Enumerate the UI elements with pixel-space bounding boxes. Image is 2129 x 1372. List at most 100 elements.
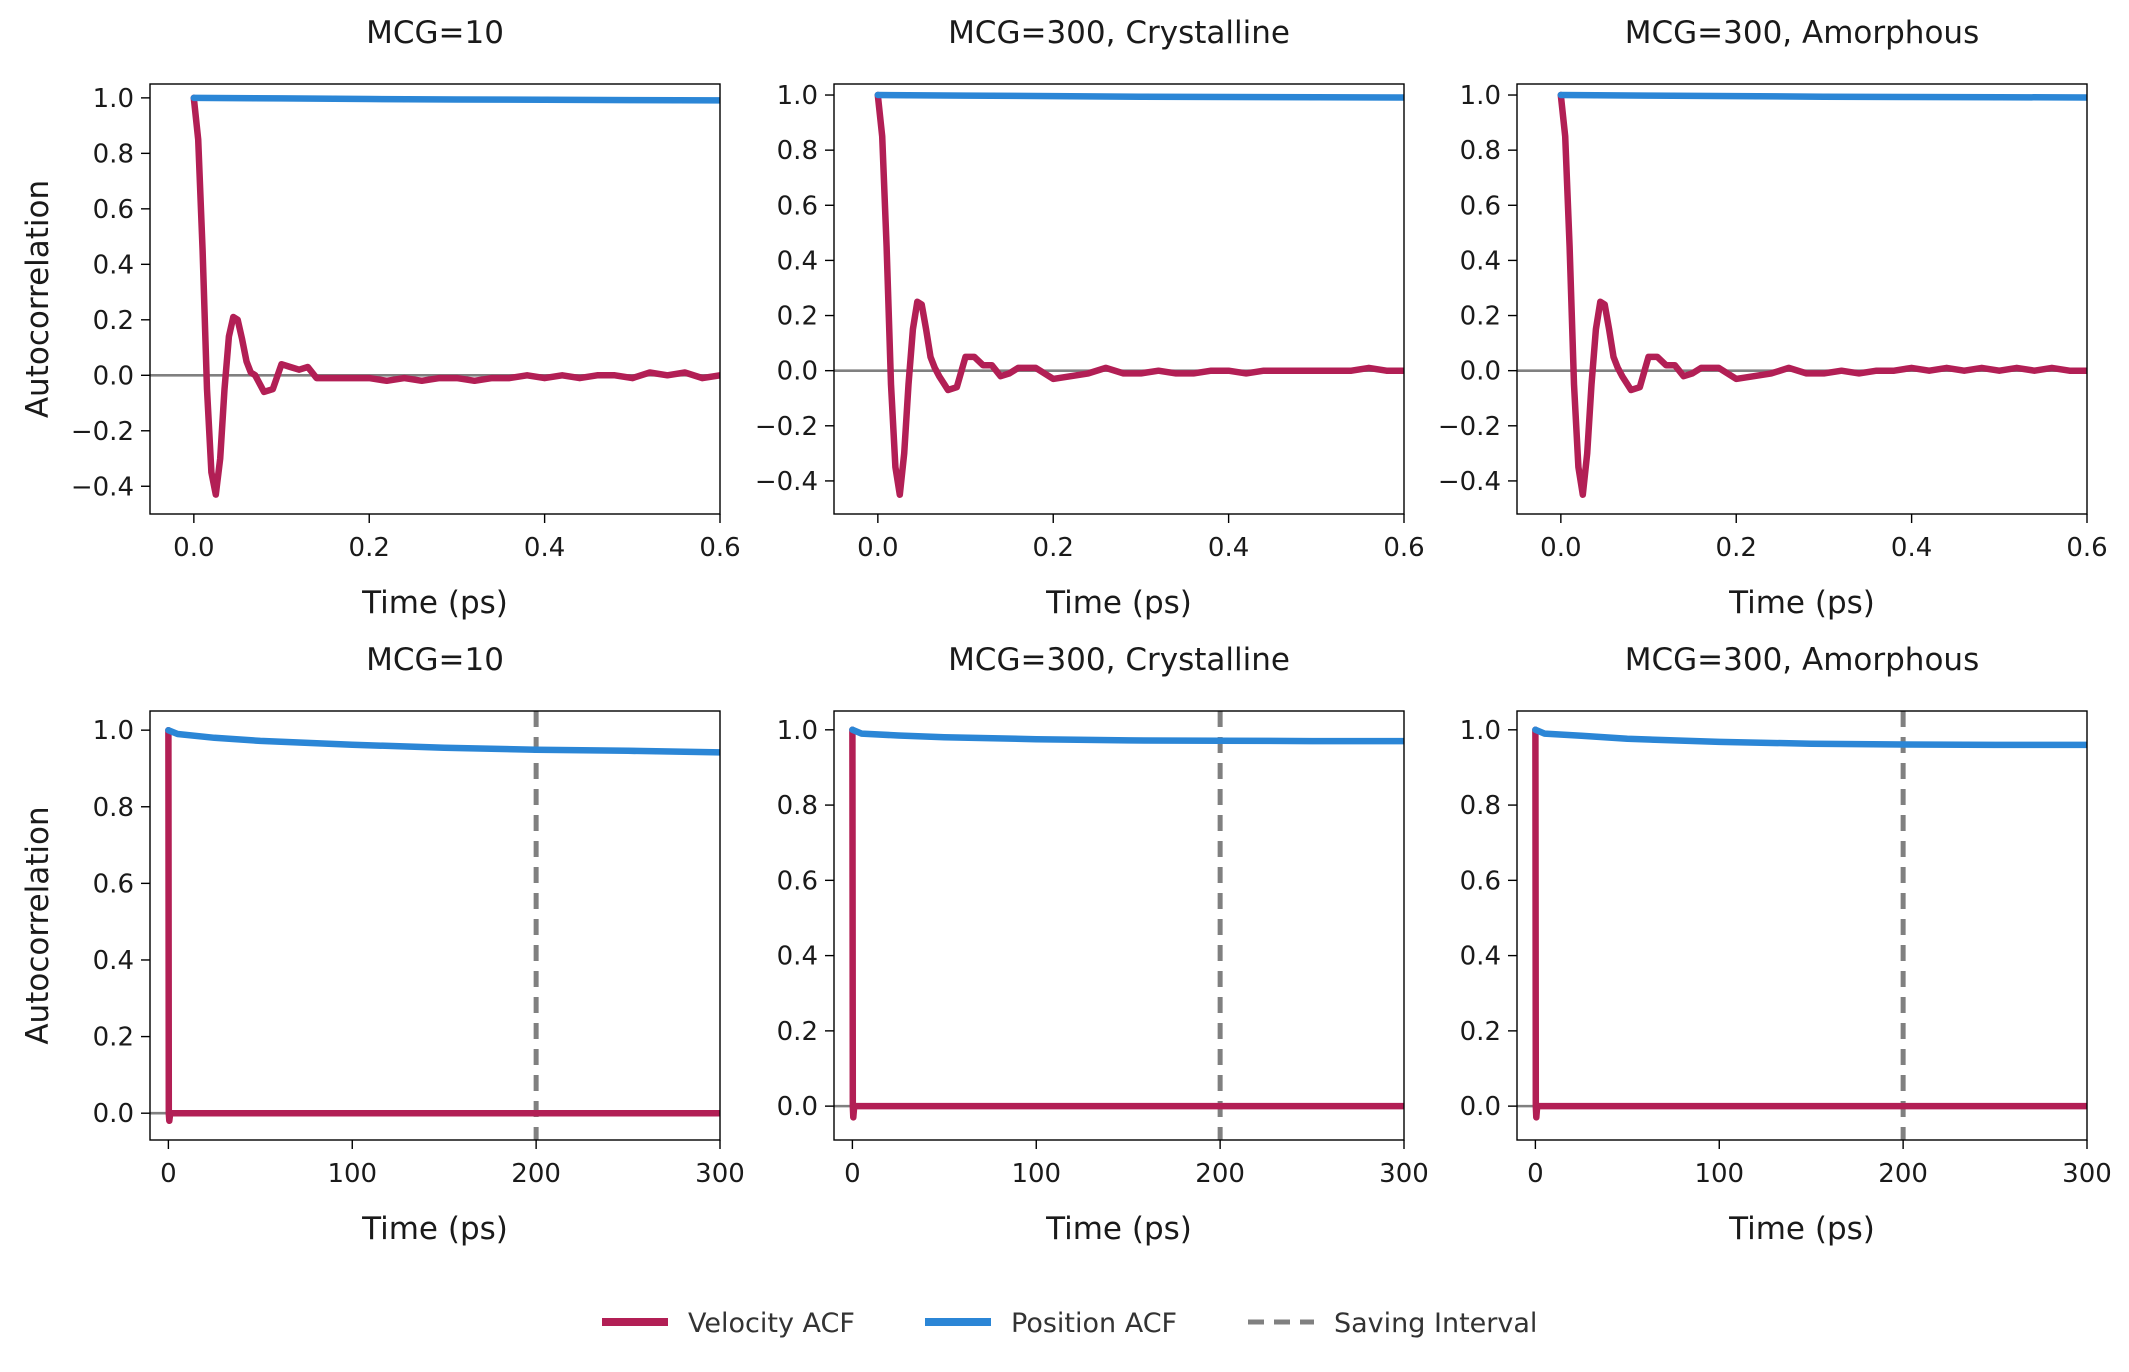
y-tick-label: 0.4 <box>777 246 818 276</box>
y-axis-label: Autocorrelation <box>20 180 56 418</box>
y-tick-label: 0.8 <box>1460 136 1501 166</box>
x-axis-label: Time (ps) <box>361 1211 508 1247</box>
x-tick-label: 300 <box>695 1159 745 1189</box>
x-tick-label: 0.4 <box>1208 533 1249 563</box>
y-tick-label: 0.2 <box>93 306 134 336</box>
y-tick-label: 0.4 <box>93 250 134 280</box>
x-axis-label: Time (ps) <box>1045 585 1192 621</box>
y-tick-label: 0.8 <box>777 791 818 821</box>
x-tick-label: 0 <box>160 1159 177 1189</box>
legend-velocity-label: Velocity ACF <box>688 1308 855 1339</box>
y-tick-label: 0.0 <box>93 1099 134 1129</box>
y-tick-label: 0.0 <box>1460 1092 1501 1122</box>
y-tick-label: 1.0 <box>93 84 134 114</box>
x-tick-label: 100 <box>327 1159 377 1189</box>
x-tick-label: 0.0 <box>857 533 898 563</box>
x-tick-label: 200 <box>511 1159 561 1189</box>
legend-position-label: Position ACF <box>1011 1308 1177 1339</box>
y-tick-label: 0.0 <box>1460 357 1501 387</box>
x-tick-label: 200 <box>1878 1159 1928 1189</box>
x-tick-label: 0.6 <box>699 533 740 563</box>
x-axis-label: Time (ps) <box>361 585 508 621</box>
subplot-title: MCG=300, Amorphous <box>1625 15 1979 51</box>
x-tick-label: 0.2 <box>1033 533 1074 563</box>
subplot-4: 0 100 200 300 0.0 0.2 0.4 0.6 0.8 1.0 MCG=10 Time (… <box>20 642 745 1247</box>
subplot-2: 0.0 0.2 0.4 0.6 −0.4 −0.2 0.0 0.2 0.4 0.6 0.8 1.0 MC… <box>755 15 1425 621</box>
y-tick-label: 0.4 <box>1460 942 1501 972</box>
axes-frame <box>833 83 1405 515</box>
subplot-5: 0 100 200 300 0.0 0.2 0.4 0.6 0.8 1.0 MCG=300, Cry… <box>777 642 1429 1247</box>
x-tick-label: 0.2 <box>1716 533 1757 563</box>
y-tick-label: 1.0 <box>777 716 818 746</box>
subplot-6: 0 100 200 300 0.0 0.2 0.4 0.6 0.8 1.0 MCG=300, Amo… <box>1460 642 2112 1247</box>
y-tick-label: 0.6 <box>93 195 134 225</box>
velocity-acf-line <box>874 91 1404 498</box>
x-tick-label: 0.4 <box>524 533 565 563</box>
x-tick-label: 0 <box>844 1159 861 1189</box>
subplot-1: 0.0 0.2 0.4 0.6 −0.4 −0.2 0.0 0.2 0.4 0.6 0.8 1.0 MC… <box>20 15 741 621</box>
y-tick-label: 1.0 <box>93 716 134 746</box>
y-tick-label: −0.2 <box>71 417 134 447</box>
x-tick-label: 100 <box>1011 1159 1061 1189</box>
y-tick-label: 0.2 <box>777 302 818 332</box>
subplot-title: MCG=10 <box>366 642 504 678</box>
velocity-acf-line <box>190 94 720 498</box>
y-tick-label: 0.6 <box>777 866 818 896</box>
axes-frame <box>833 710 1405 1141</box>
x-tick-label: 0.6 <box>2066 533 2107 563</box>
subplot-title: MCG=300, Amorphous <box>1625 642 1979 678</box>
y-tick-label: 0.0 <box>777 1092 818 1122</box>
position-acf-line <box>165 726 720 756</box>
subplot-3: 0.0 0.2 0.4 0.6 −0.4 −0.2 0.0 0.2 0.4 0.6 0.8 1.0 MC… <box>1438 15 2108 621</box>
legend: Velocity ACF Position ACF Saving Interva… <box>602 1308 1537 1339</box>
y-tick-label: 0.2 <box>93 1023 134 1053</box>
y-tick-label: 0.6 <box>93 869 134 899</box>
y-tick-label: 0.8 <box>93 793 134 823</box>
y-tick-label: 0.8 <box>93 139 134 169</box>
y-axis-label: Autocorrelation <box>20 806 56 1044</box>
x-axis-label: Time (ps) <box>1045 1211 1192 1247</box>
y-tick-label: 0.6 <box>1460 866 1501 896</box>
x-tick-label: 100 <box>1694 1159 1744 1189</box>
axes-frame <box>1516 710 2088 1141</box>
y-tick-label: 0.2 <box>1460 302 1501 332</box>
y-tick-label: 0.4 <box>1460 246 1501 276</box>
velocity-acf-line <box>165 726 720 1125</box>
subplot-title: MCG=10 <box>366 15 504 51</box>
x-axis-label: Time (ps) <box>1728 585 1875 621</box>
x-tick-label: 300 <box>1379 1159 1429 1189</box>
y-tick-label: −0.4 <box>755 467 818 497</box>
y-tick-label: 0.6 <box>1460 191 1501 221</box>
y-tick-label: 0.0 <box>777 357 818 387</box>
x-tick-label: 300 <box>2062 1159 2112 1189</box>
subplot-title: MCG=300, Crystalline <box>948 15 1290 51</box>
legend-saving-label: Saving Interval <box>1334 1308 1537 1339</box>
y-tick-label: 0.6 <box>777 191 818 221</box>
x-tick-label: 0.6 <box>1383 533 1424 563</box>
y-tick-label: 0.8 <box>1460 791 1501 821</box>
x-tick-label: 0 <box>1527 1159 1544 1189</box>
y-tick-label: 0.2 <box>1460 1017 1501 1047</box>
y-tick-label: 0.8 <box>777 136 818 166</box>
position-acf-line <box>1557 91 2087 101</box>
y-tick-label: 1.0 <box>1460 81 1501 111</box>
y-tick-label: 0.4 <box>777 942 818 972</box>
x-tick-label: 0.0 <box>1540 533 1581 563</box>
x-axis-label: Time (ps) <box>1728 1211 1875 1247</box>
velocity-acf-line <box>1532 726 2087 1121</box>
y-tick-label: 0.4 <box>93 946 134 976</box>
position-acf-line <box>849 726 1404 745</box>
subplot-title: MCG=300, Crystalline <box>948 642 1290 678</box>
axes-frame <box>149 710 721 1141</box>
axes-frame <box>149 83 721 515</box>
x-tick-label: 0.0 <box>173 533 214 563</box>
x-tick-label: 0.4 <box>1891 533 1932 563</box>
x-tick-label: 0.2 <box>349 533 390 563</box>
velocity-acf-line <box>849 726 1404 1121</box>
velocity-acf-line <box>1557 91 2087 498</box>
y-tick-label: −0.4 <box>71 472 134 502</box>
position-acf-line <box>874 91 1404 101</box>
y-tick-label: 1.0 <box>777 81 818 111</box>
axes-frame <box>1516 83 2088 515</box>
